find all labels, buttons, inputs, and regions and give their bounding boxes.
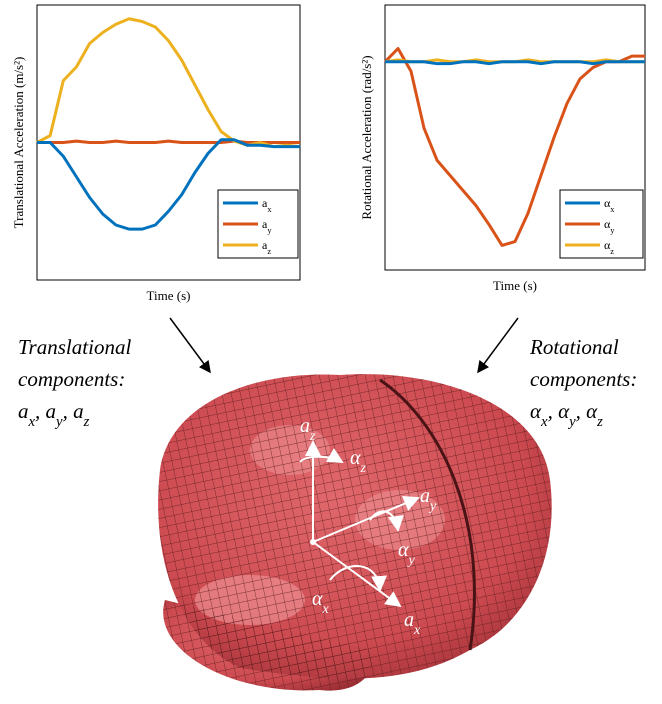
annotation: αx, αy, αz bbox=[530, 399, 603, 430]
x-axis-label: Time (s) bbox=[147, 288, 191, 303]
annotation: ax, ay, az bbox=[18, 399, 90, 430]
arrow bbox=[478, 318, 518, 372]
data-line bbox=[37, 19, 300, 147]
y-axis-label: Translational Acceleration (m/s²) bbox=[11, 57, 26, 229]
brain bbox=[158, 374, 552, 691]
figure: Translational Acceleration (m/s²) Time (s… bbox=[0, 0, 662, 699]
annotation: Translational bbox=[18, 335, 131, 359]
y-axis-label: Rotational Acceleration (rad/s²) bbox=[359, 55, 374, 219]
arrow bbox=[170, 318, 210, 372]
annotation: Rotational bbox=[529, 335, 619, 359]
x-axis-label: Time (s) bbox=[493, 278, 537, 293]
annotation: components: bbox=[18, 367, 125, 391]
annotation: components: bbox=[530, 367, 637, 391]
